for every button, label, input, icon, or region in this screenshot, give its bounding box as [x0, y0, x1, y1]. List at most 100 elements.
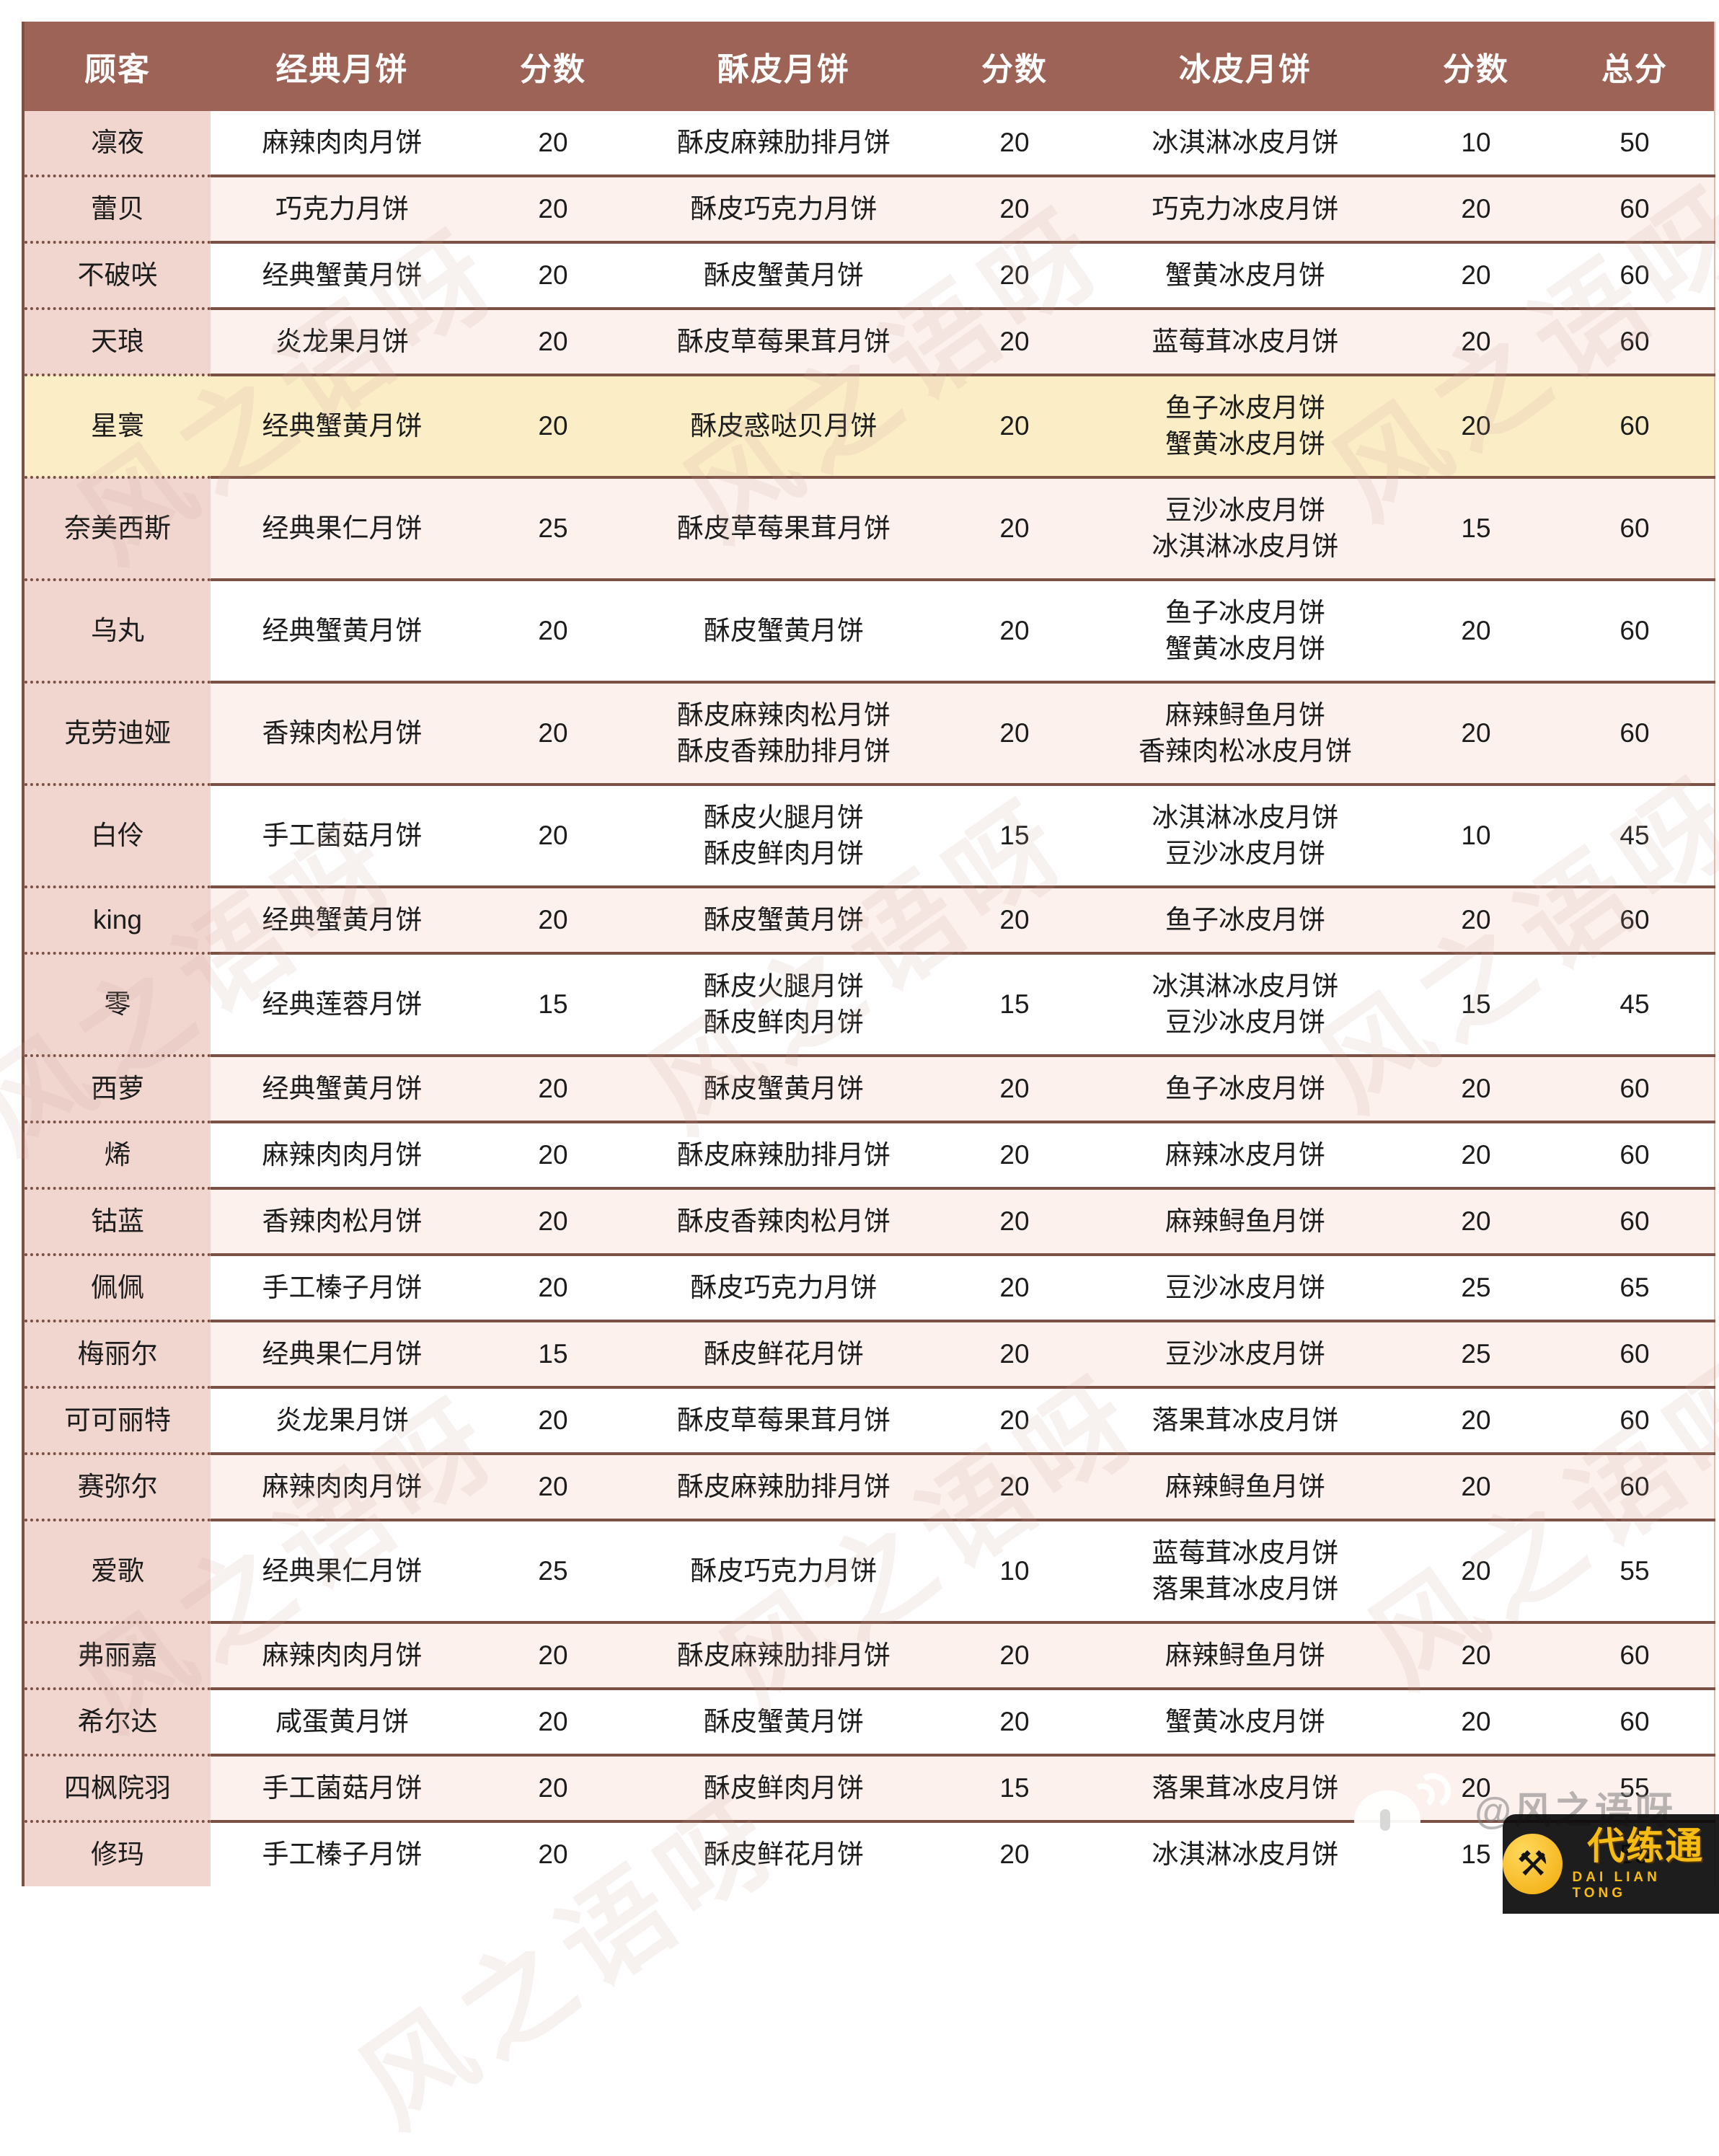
- flaky-score-cell: 15: [935, 1754, 1094, 1821]
- classic-score-cell: 25: [474, 476, 632, 580]
- customer-cell: 四枫院羽: [23, 1754, 211, 1821]
- classic-score-cell: 20: [474, 1621, 632, 1689]
- snowskin-score-cell: 10: [1397, 111, 1555, 176]
- classic-score-cell: 20: [474, 374, 632, 477]
- snowskin-mooncake-cell: 鱼子冰皮月饼: [1094, 885, 1397, 953]
- classic-mooncake-cell: 经典蟹黄月饼: [211, 241, 474, 309]
- total-score-cell: 60: [1555, 1054, 1715, 1122]
- table-row: 星寰 经典蟹黄月饼 20 酥皮惑哒贝月饼 20 鱼子冰皮月饼 蟹黄冰皮月饼 20…: [23, 374, 1715, 477]
- table-row: 西萝 经典蟹黄月饼 20 酥皮蟹黄月饼 20 鱼子冰皮月饼 20 60: [23, 1054, 1715, 1122]
- table-row: 烯 麻辣肉肉月饼 20 酥皮麻辣肋排月饼 20 麻辣冰皮月饼 20 60: [23, 1121, 1715, 1188]
- classic-mooncake-cell: 麻辣肉肉月饼: [211, 111, 474, 176]
- classic-mooncake-cell: 经典果仁月饼: [211, 1519, 474, 1622]
- flaky-mooncake-cell: 酥皮草莓果茸月饼: [632, 307, 935, 375]
- table-row: king 经典蟹黄月饼 20 酥皮蟹黄月饼 20 鱼子冰皮月饼 20 60: [23, 885, 1715, 953]
- flaky-score-cell: 20: [935, 1621, 1094, 1689]
- snowskin-mooncake-cell: 麻辣鲟鱼月饼: [1094, 1187, 1397, 1255]
- snowskin-score-cell: 25: [1397, 1320, 1555, 1387]
- flaky-mooncake-cell: 酥皮麻辣肋排月饼: [632, 1452, 935, 1520]
- pickaxe-icon: ⚒: [1503, 1834, 1563, 1894]
- total-score-cell: 65: [1555, 1253, 1715, 1321]
- header-flaky-score: 分数: [935, 22, 1094, 111]
- total-score-cell: 45: [1555, 952, 1715, 1056]
- snowskin-score-cell: 20: [1397, 1452, 1555, 1520]
- snowskin-score-cell: 25: [1397, 1253, 1555, 1321]
- flaky-mooncake-cell: 酥皮火腿月饼 酥皮鲜肉月饼: [632, 952, 935, 1056]
- snowskin-score-cell: 20: [1397, 1621, 1555, 1689]
- snowskin-score-cell: 20: [1397, 241, 1555, 309]
- flaky-mooncake-cell: 酥皮麻辣肉松月饼 酥皮香辣肋排月饼: [632, 681, 935, 785]
- customer-cell: 希尔达: [23, 1687, 211, 1755]
- total-score-cell: 60: [1555, 681, 1715, 785]
- snowskin-score-cell: 20: [1397, 374, 1555, 477]
- classic-mooncake-cell: 炎龙果月饼: [211, 1386, 474, 1454]
- classic-score-cell: 20: [474, 1452, 632, 1520]
- flaky-score-cell: 20: [935, 241, 1094, 309]
- chat-bubble-icon: [1354, 1770, 1454, 1865]
- flaky-score-cell: 20: [935, 476, 1094, 580]
- customer-cell: 弗丽嘉: [23, 1621, 211, 1689]
- classic-mooncake-cell: 炎龙果月饼: [211, 307, 474, 375]
- table-row: 不破咲 经典蟹黄月饼 20 酥皮蟹黄月饼 20 蟹黄冰皮月饼 20 60: [23, 241, 1715, 309]
- customer-cell: 白伶: [23, 783, 211, 887]
- snowskin-score-cell: 20: [1397, 1519, 1555, 1622]
- flaky-score-cell: 20: [935, 1187, 1094, 1255]
- flaky-mooncake-cell: 酥皮香辣肉松月饼: [632, 1187, 935, 1255]
- classic-mooncake-cell: 手工菌菇月饼: [211, 1754, 474, 1821]
- snowskin-mooncake-cell: 冰淇淋冰皮月饼: [1094, 111, 1397, 176]
- snowskin-mooncake-cell: 麻辣鲟鱼月饼 香辣肉松冰皮月饼: [1094, 681, 1397, 785]
- table-row: 天琅 炎龙果月饼 20 酥皮草莓果茸月饼 20 蓝莓茸冰皮月饼 20 60: [23, 307, 1715, 375]
- header-snowskin-mooncake: 冰皮月饼: [1094, 22, 1397, 111]
- flaky-mooncake-cell: 酥皮麻辣肋排月饼: [632, 1121, 935, 1188]
- table-row: 修玛 手工榛子月饼 20 酥皮鲜花月饼 20 冰淇淋冰皮月饼 15 55: [23, 1820, 1715, 1886]
- flaky-mooncake-cell: 酥皮巧克力月饼: [632, 1519, 935, 1622]
- customer-cell: 修玛: [23, 1820, 211, 1886]
- total-score-cell: 60: [1555, 1187, 1715, 1255]
- total-score-cell: 60: [1555, 578, 1715, 682]
- customer-cell: 星寰: [23, 374, 211, 477]
- snowskin-mooncake-cell: 鱼子冰皮月饼 蟹黄冰皮月饼: [1094, 578, 1397, 682]
- classic-mooncake-cell: 香辣肉松月饼: [211, 1187, 474, 1255]
- total-score-cell: 60: [1555, 1621, 1715, 1689]
- logo-name: 代练通: [1587, 1826, 1705, 1868]
- classic-score-cell: 20: [474, 1121, 632, 1188]
- classic-score-cell: 20: [474, 241, 632, 309]
- customer-cell: 凛夜: [23, 111, 211, 176]
- flaky-score-cell: 10: [935, 1519, 1094, 1622]
- snowskin-score-cell: 20: [1397, 1687, 1555, 1755]
- flaky-mooncake-cell: 酥皮巧克力月饼: [632, 174, 935, 242]
- snowskin-mooncake-cell: 鱼子冰皮月饼: [1094, 1054, 1397, 1122]
- classic-score-cell: 20: [474, 681, 632, 785]
- classic-mooncake-cell: 香辣肉松月饼: [211, 681, 474, 785]
- total-score-cell: 60: [1555, 476, 1715, 580]
- header-classic-mooncake: 经典月饼: [211, 22, 474, 111]
- total-score-cell: 60: [1555, 174, 1715, 242]
- classic-score-cell: 20: [474, 307, 632, 375]
- classic-mooncake-cell: 经典莲蓉月饼: [211, 952, 474, 1056]
- flaky-mooncake-cell: 酥皮草莓果茸月饼: [632, 1386, 935, 1454]
- classic-score-cell: 20: [474, 1253, 632, 1321]
- customer-cell: 奈美西斯: [23, 476, 211, 580]
- snowskin-mooncake-cell: 蓝莓茸冰皮月饼 落果茸冰皮月饼: [1094, 1519, 1397, 1622]
- flaky-mooncake-cell: 酥皮惑哒贝月饼: [632, 374, 935, 477]
- customer-cell: 钴蓝: [23, 1187, 211, 1255]
- classic-score-cell: 15: [474, 952, 632, 1056]
- total-score-cell: 60: [1555, 1121, 1715, 1188]
- table-row: 赛弥尔 麻辣肉肉月饼 20 酥皮麻辣肋排月饼 20 麻辣鲟鱼月饼 20 60: [23, 1452, 1715, 1520]
- snowskin-mooncake-cell: 落果茸冰皮月饼: [1094, 1754, 1397, 1821]
- customer-cell: 可可丽特: [23, 1386, 211, 1454]
- classic-mooncake-cell: 经典蟹黄月饼: [211, 1054, 474, 1122]
- table-body: 凛夜 麻辣肉肉月饼 20 酥皮麻辣肋排月饼 20 冰淇淋冰皮月饼 10 50 蕾…: [23, 111, 1715, 1886]
- flaky-mooncake-cell: 酥皮蟹黄月饼: [632, 241, 935, 309]
- flaky-mooncake-cell: 酥皮火腿月饼 酥皮鲜肉月饼: [632, 783, 935, 887]
- total-score-cell: 60: [1555, 241, 1715, 309]
- snowskin-mooncake-cell: 鱼子冰皮月饼 蟹黄冰皮月饼: [1094, 374, 1397, 477]
- total-score-cell: 55: [1555, 1754, 1715, 1821]
- header-classic-score: 分数: [474, 22, 632, 111]
- flaky-score-cell: 20: [935, 1320, 1094, 1387]
- snowskin-score-cell: 15: [1397, 476, 1555, 580]
- table-row: 四枫院羽 手工菌菇月饼 20 酥皮鲜肉月饼 15 落果茸冰皮月饼 20 55: [23, 1754, 1715, 1821]
- table-row: 可可丽特 炎龙果月饼 20 酥皮草莓果茸月饼 20 落果茸冰皮月饼 20 60: [23, 1386, 1715, 1454]
- table-row: 奈美西斯 经典果仁月饼 25 酥皮草莓果茸月饼 20 豆沙冰皮月饼 冰淇淋冰皮月…: [23, 476, 1715, 580]
- classic-mooncake-cell: 手工菌菇月饼: [211, 783, 474, 887]
